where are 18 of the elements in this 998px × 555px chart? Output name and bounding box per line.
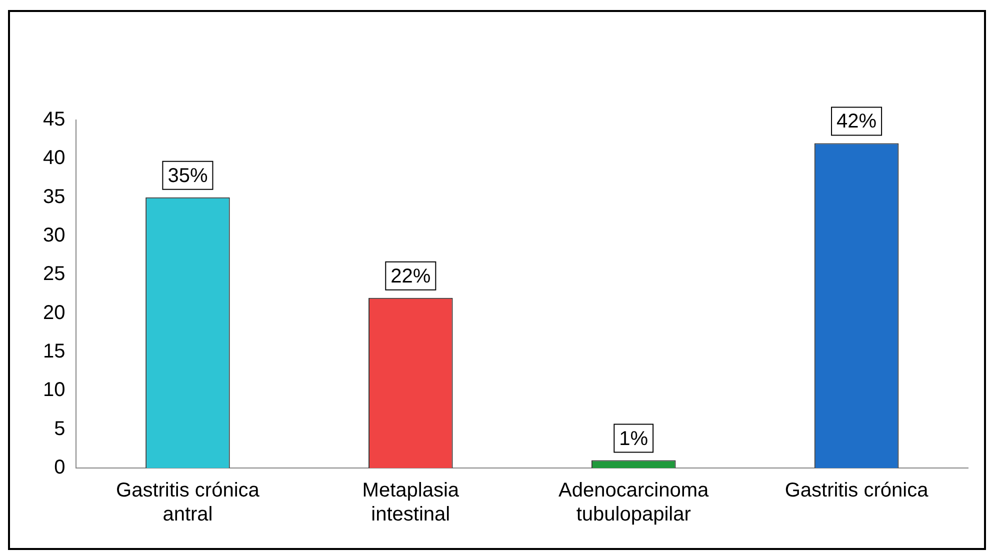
data-label: 35% (168, 164, 208, 187)
y-tick-label: 35 (42, 186, 66, 208)
y-tick-label: 5 (54, 418, 66, 440)
y-tick-label: 0 (54, 456, 66, 479)
x-tick-label: Adenocarcinoma tubulopapilar (558, 480, 710, 526)
data-label: 22% (390, 265, 431, 288)
x-tick-label: Metaplasia intestinal (362, 480, 460, 526)
y-tick-label: 10 (42, 379, 66, 402)
y-tick-label: 40 (42, 147, 66, 170)
x-tick-label: Gastritis crónica antral (116, 480, 260, 526)
data-label: 1% (619, 428, 648, 450)
y-tick-label: 25 (42, 263, 66, 286)
y-tick-label: 15 (42, 340, 66, 363)
data-label: 42% (836, 110, 877, 133)
y-tick-label: 30 (42, 224, 66, 247)
y-tick-label: 45 (42, 108, 66, 131)
x-tick-label: Gastritis crónica (784, 480, 930, 502)
y-tick-label: 20 (42, 302, 66, 324)
